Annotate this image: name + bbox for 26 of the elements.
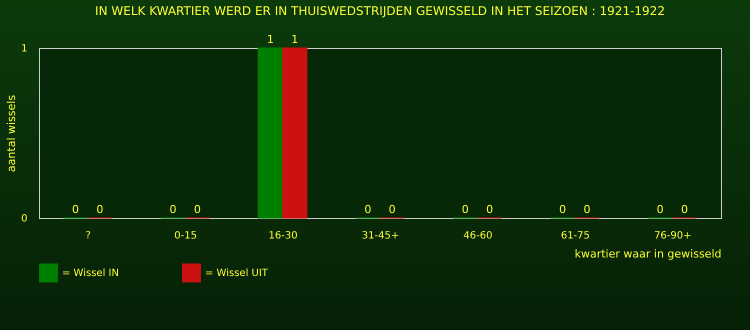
x-tick-label: 46-60 [463,230,492,242]
data-label: 0 [169,203,176,216]
x-tick-label: ? [86,230,91,242]
data-label: 1 [266,33,274,46]
legend-label: = Wissel UIT [205,268,269,279]
data-label: 0 [559,203,566,216]
data-label: 0 [364,203,372,216]
data-label: 0 [680,203,688,216]
data-label: 0 [462,203,469,216]
data-label: 0 [486,203,494,216]
data-label: 0 [388,203,396,216]
legend-label: = Wissel IN [62,268,119,279]
x-tick-label: 61-75 [560,230,590,242]
data-label: 0 [194,203,201,216]
data-label: 0 [72,203,80,216]
data-label: 0 [656,203,664,216]
x-tick-label: 31-45+ [362,230,400,242]
x-axis-title: kwartier waar in gewisseld [574,248,722,260]
data-label: 1 [291,33,298,46]
chart-title: IN WELK KWARTIER WERD ER IN THUISWEDSTRIJDEN GEWISSELD IN HET SEIZOEN : 1921-1922 [95,4,665,18]
x-tick-label: 0-15 [174,230,197,242]
data-label: 0 [96,203,104,216]
x-tick-label: 76-90+ [654,230,692,242]
data-label: 0 [584,203,591,216]
x-tick-label: 16-30 [268,230,298,242]
y-axis-title: aantal wissels [5,94,18,172]
